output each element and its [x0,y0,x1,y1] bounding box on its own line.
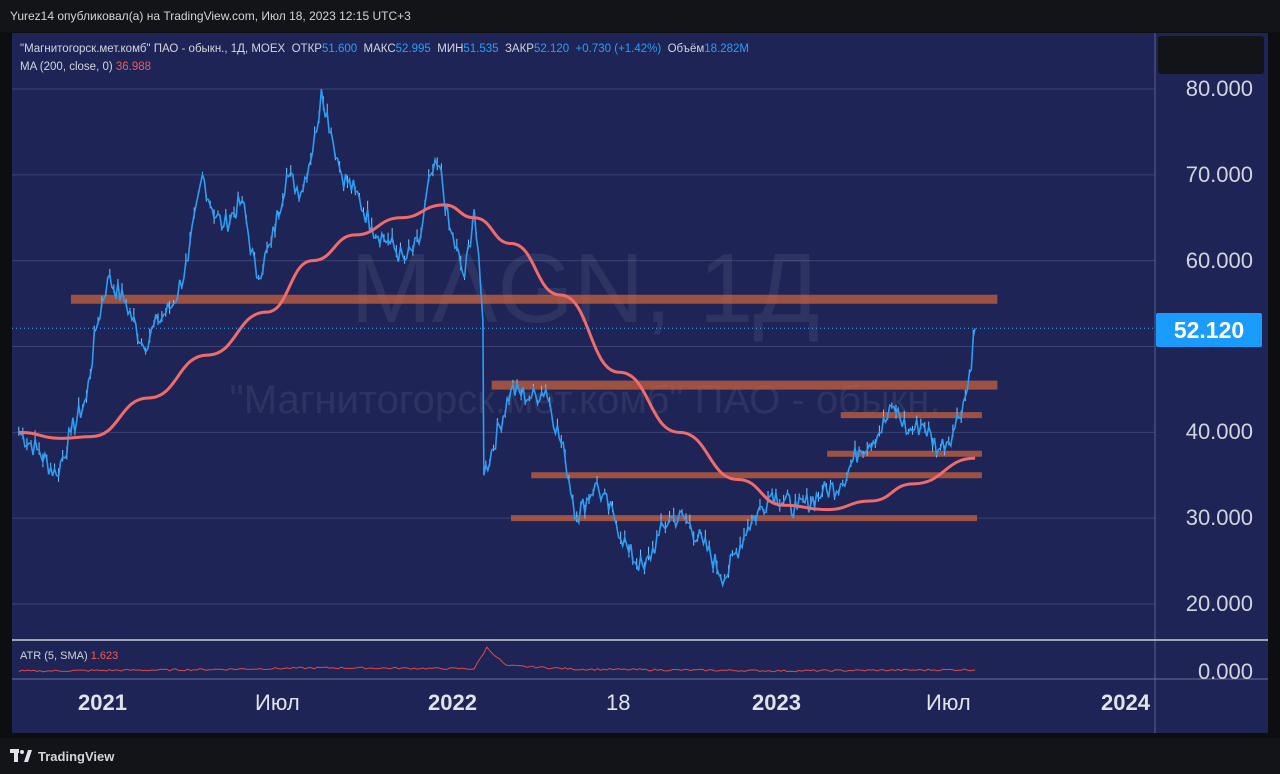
y-axis-tick-label: 40.000 [1185,419,1253,445]
y-axis-tick-label: 30.000 [1185,505,1253,531]
x-axis-tick-label: 2024 [1101,690,1150,715]
chart-legend: "Магнитогорск.мет.комб" ПАО - обыкн., 1Д… [20,40,749,76]
ma-value: 36.988 [115,61,152,73]
y-axis-tick-label: 80.000 [1185,76,1253,101]
last-price-badge: 52.120 [1156,313,1262,347]
close-label: ЗАКР [504,43,534,55]
open-value: 51.600 [321,43,358,55]
tradingview-logo-icon [10,749,32,763]
price-series-line [18,88,976,589]
brand-name: TradingView [38,748,115,764]
low-label: МИН [437,43,464,55]
x-axis-tick-label: 2023 [752,690,801,715]
y-axis-tick-label: 70.000 [1185,161,1253,187]
atr-label: ATR (5, SMA) [20,650,88,662]
open-label: ОТКР [291,43,322,55]
symbol-legend-row: "Магнитогорск.мет.комб" ПАО - обыкн., 1Д… [20,40,749,58]
volume-value: 18.282M [704,43,750,55]
close-value: 52.120 [533,43,570,55]
x-axis-tick-label: 18 [606,690,631,715]
y-axis-tick-label: 20.000 [1185,591,1253,616]
high-label: МАКС [363,43,396,55]
atr-line [18,646,976,673]
x-axis-tick-label: 2022 [428,690,477,715]
publish-text: Yurez14 опубликовал(а) на TradingView.co… [10,9,411,23]
atr-axis-tick-label: 0.000 [1197,659,1253,679]
volume-label: Объём [667,43,705,55]
y-axis-tick-label: 60.000 [1185,247,1253,273]
symbol-info: "Магнитогорск.мет.комб" ПАО - обыкн., 1Д… [20,43,286,55]
watermark-symbol: MAGN, 1Д [350,233,819,343]
x-axis-tick-label: Июл [926,690,971,715]
moving-average-line [18,203,976,512]
ma-label: MA (200, close, 0) [20,61,113,73]
x-axis-tick-label: Июл [255,690,300,715]
corner-widget [1158,36,1264,74]
x-axis-tick-label: 2021 [78,690,127,715]
low-value: 51.535 [463,43,499,55]
publish-header: Yurez14 опубликовал(а) на TradingView.co… [0,0,1280,32]
atr-value: 1.623 [90,650,119,662]
ma-legend-row[interactable]: MA (200, close, 0) 36.988 [20,58,749,76]
high-value: 52.995 [395,43,431,55]
atr-legend[interactable]: ATR (5, SMA) 1.623 [20,650,118,662]
last-price-value: 52.120 [1173,316,1245,343]
change-value: +0.730 (+1.42%) [575,43,662,55]
footer-bar: TradingView [0,738,1280,774]
